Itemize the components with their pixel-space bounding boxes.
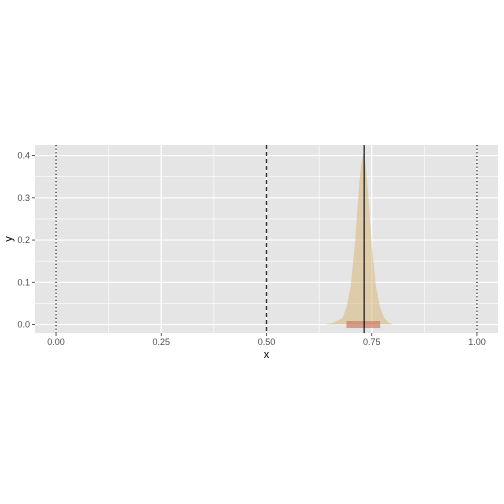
x-tick-label: 0.00	[47, 337, 65, 347]
y-tick-label: 0.3	[17, 193, 30, 203]
y-tick-label: 0.2	[17, 235, 30, 245]
x-tick-label: 1.00	[468, 337, 486, 347]
interval-bar	[346, 321, 381, 329]
x-axis-ticks: 0.00 0.25 0.50 0.75 1.00	[47, 333, 486, 347]
y-tick-label: 0.1	[17, 277, 30, 287]
y-axis-title: y	[3, 236, 15, 242]
y-axis-ticks: 0.0 0.1 0.2 0.3 0.4	[17, 151, 35, 330]
density-area	[325, 153, 393, 325]
x-axis-title: x	[264, 349, 270, 361]
reference-lines	[55, 145, 478, 333]
x-tick-label: 0.50	[258, 337, 276, 347]
x-tick-label: 0.25	[153, 337, 171, 347]
y-tick-label: 0.4	[17, 151, 30, 161]
x-tick-label: 0.75	[363, 337, 381, 347]
y-tick-label: 0.0	[17, 320, 30, 330]
